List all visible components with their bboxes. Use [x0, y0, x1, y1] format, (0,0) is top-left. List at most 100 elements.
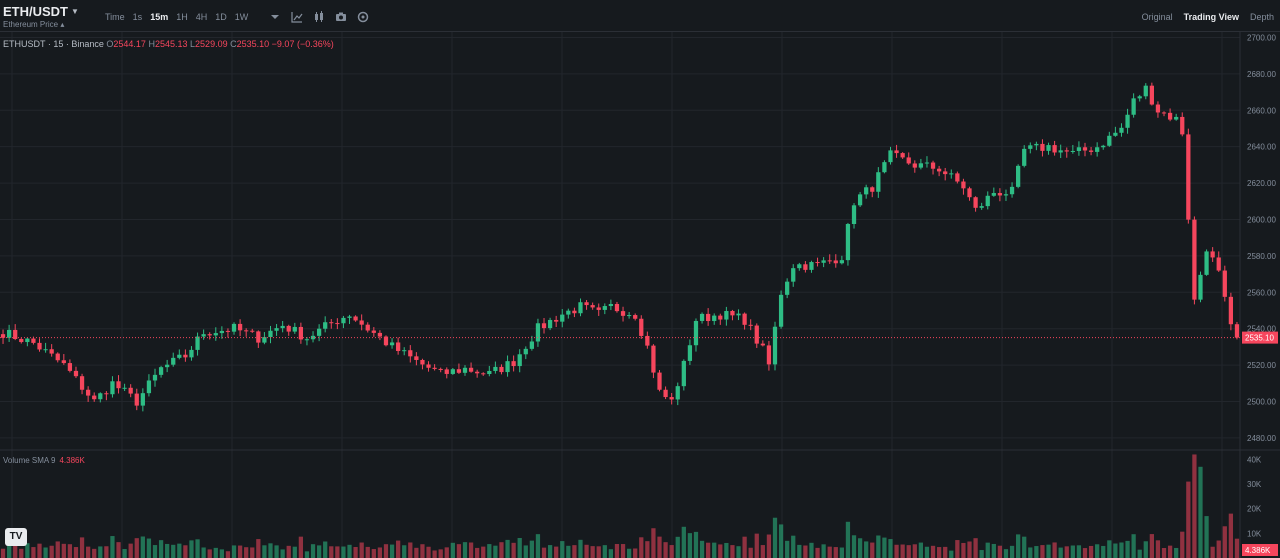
interval-tab-4h[interactable]: 4H — [195, 12, 208, 22]
volume-bar — [152, 545, 158, 558]
volume-bar — [335, 546, 340, 558]
candle-body — [92, 395, 97, 400]
volume-bar — [870, 542, 875, 558]
volume-bar — [237, 545, 243, 558]
volume-bar — [1149, 534, 1154, 558]
candle-body — [1180, 116, 1185, 135]
candle-body — [262, 337, 267, 343]
candle-body — [760, 343, 765, 346]
view-tab-original[interactable]: Original — [1141, 12, 1173, 22]
volume-bar — [730, 545, 735, 558]
interval-tab-1w[interactable]: 1W — [234, 12, 249, 22]
candle-body — [851, 205, 857, 225]
candle-body — [116, 381, 121, 389]
candle-body — [1076, 147, 1082, 151]
candle-body — [377, 332, 383, 337]
volume-bar — [760, 545, 765, 558]
volume-bar — [608, 549, 614, 558]
volume-bar — [456, 544, 462, 558]
interval-tab-15m[interactable]: 15m — [150, 12, 169, 22]
volume-bar — [165, 543, 170, 558]
volume-bar — [614, 543, 620, 558]
volume-bar — [876, 535, 881, 558]
volume-bar — [13, 543, 18, 558]
candle-body — [560, 314, 565, 322]
candle-body — [754, 325, 759, 344]
volume-bar — [128, 543, 133, 558]
volume-bar — [742, 536, 747, 558]
volume-bar — [706, 542, 711, 558]
legend-open: 2544.17 — [113, 39, 146, 49]
volume-bar — [918, 542, 924, 558]
volume-bar — [92, 548, 97, 558]
view-tab-trading-view[interactable]: Trading View — [1183, 12, 1239, 22]
last-price-label: 2535.10 — [1245, 334, 1274, 343]
candle-body — [912, 163, 917, 168]
volume-bar — [772, 517, 778, 558]
volume-tick-label: 40K — [1247, 455, 1262, 464]
camera-icon[interactable] — [330, 9, 352, 25]
volume-bar — [1228, 513, 1234, 558]
interval-tab-1h[interactable]: 1H — [176, 12, 188, 22]
volume-bar — [329, 546, 334, 558]
price-chart[interactable]: 2700.00 2680.00 2660.00 2640.00 2620.00 2600.… — [0, 32, 1280, 558]
candle-body — [383, 336, 389, 346]
pair-subtitle: Ethereum Price ▴ — [3, 20, 64, 29]
volume-bar — [37, 543, 42, 558]
volume-bar — [943, 546, 948, 558]
volume-bar — [61, 543, 66, 558]
candle-body — [219, 330, 224, 334]
candle-body — [991, 193, 996, 196]
candle-body — [122, 387, 127, 389]
interval-tab-1d[interactable]: 1D — [215, 12, 227, 22]
interval-tab-1s[interactable]: 1s — [132, 12, 143, 22]
volume-bar — [116, 542, 121, 558]
candle-body — [1088, 150, 1094, 152]
candle-body — [371, 330, 376, 333]
candle-body — [1149, 85, 1154, 105]
interval-dropdown-icon[interactable] — [264, 9, 286, 25]
chart-type-icon[interactable] — [308, 9, 330, 25]
candle-body — [1143, 85, 1148, 97]
candle-body — [523, 348, 528, 355]
volume-bar — [493, 545, 498, 558]
candle-body — [736, 313, 741, 316]
candle-body — [882, 162, 887, 173]
candle-body — [152, 374, 158, 381]
volume-bar — [1052, 542, 1057, 558]
volume-bar — [140, 536, 145, 558]
view-tab-depth[interactable]: Depth — [1249, 12, 1274, 22]
candle-body — [505, 361, 510, 373]
candle-body — [864, 187, 869, 195]
volume-bar — [523, 545, 528, 558]
tradingview-logo: TV — [5, 528, 27, 546]
volume-bar — [821, 544, 826, 558]
legend-high: 2545.13 — [154, 39, 188, 49]
price-tick-label: 2500.00 — [1247, 397, 1276, 406]
candle-body — [712, 315, 717, 322]
volume-bars — [0, 454, 1240, 558]
volume-bar — [906, 545, 911, 558]
volume-bar — [1174, 547, 1179, 558]
interval-tab-time[interactable]: Time — [105, 12, 125, 22]
candle-body — [146, 380, 152, 394]
volume-bar — [189, 540, 194, 558]
volume-bar — [98, 546, 103, 558]
candle-body — [578, 302, 583, 314]
volume-bar — [73, 547, 79, 558]
volume-bar — [663, 542, 668, 558]
volume-bar — [316, 545, 322, 558]
volume-bar — [1076, 545, 1082, 558]
top-toolbar: ETH/USDT ▼ Ethereum Price ▴ Time 1s 15m 1H 4H… — [0, 0, 1280, 32]
candle-body — [742, 313, 747, 325]
indicator-icon[interactable] — [286, 9, 308, 25]
candle-body — [1186, 134, 1191, 220]
candle-body — [955, 173, 960, 182]
volume-bar — [1064, 546, 1069, 558]
settings-icon[interactable] — [352, 9, 374, 25]
volume-bar — [620, 544, 626, 558]
symbol-selector[interactable]: ETH/USDT ▼ — [3, 4, 79, 19]
candle-body — [699, 313, 705, 321]
volume-bar — [979, 550, 984, 558]
volume-bar — [1192, 454, 1197, 558]
